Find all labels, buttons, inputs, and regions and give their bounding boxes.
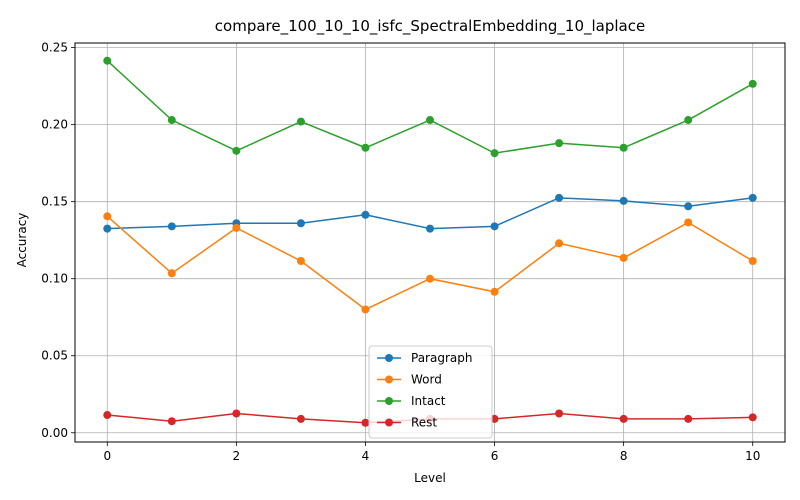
series-word (103, 212, 757, 314)
data-point-intact (167, 116, 176, 125)
series-layer (103, 56, 757, 427)
x-tick-label: 6 (491, 449, 499, 463)
series-intact (103, 56, 757, 158)
data-point-intact (361, 143, 370, 152)
data-point-paragraph (684, 202, 693, 211)
series-line-paragraph (107, 197, 753, 230)
data-point-word (748, 256, 757, 265)
data-point-rest (361, 418, 370, 427)
legend-swatch-marker (385, 397, 393, 405)
x-tick-label: 8 (620, 449, 628, 463)
legend-item-rest: Rest (377, 416, 437, 430)
y-tick-label: 0.05 (41, 349, 68, 363)
series-paragraph (103, 193, 757, 233)
data-point-word (426, 274, 434, 283)
x-tick-label: 0 (103, 449, 111, 463)
data-point-intact (426, 116, 434, 125)
y-tick-label: 0.15 (41, 195, 68, 209)
data-point-paragraph (361, 210, 370, 219)
data-point-rest (619, 414, 628, 423)
data-point-word (490, 287, 499, 296)
data-point-word (684, 218, 693, 227)
data-point-paragraph (296, 219, 305, 228)
data-point-intact (619, 143, 628, 152)
data-point-intact (555, 139, 564, 148)
data-point-word (361, 305, 370, 314)
data-point-rest (103, 411, 112, 420)
data-point-paragraph (103, 224, 112, 233)
plot-frame (74, 42, 786, 443)
data-point-rest (232, 409, 241, 418)
data-point-paragraph (619, 196, 628, 205)
data-point-word (296, 256, 305, 265)
data-point-intact (748, 79, 757, 88)
x-tick-label: 10 (745, 449, 760, 463)
x-tick-label: 4 (362, 449, 370, 463)
data-point-paragraph (167, 222, 176, 231)
data-point-rest (748, 413, 757, 422)
data-point-rest (296, 414, 305, 423)
data-point-rest (167, 417, 176, 426)
data-point-paragraph (490, 222, 499, 231)
legend-label: Word (411, 373, 442, 387)
y-tick-label: 0.25 (41, 41, 68, 55)
y-tick-label: 0.00 (41, 426, 68, 440)
legend-swatch-marker (385, 418, 393, 427)
data-point-paragraph (426, 224, 434, 233)
legend-box (368, 345, 493, 439)
legend: Paragraph Word Intact Rest (368, 345, 493, 439)
data-point-intact (490, 149, 499, 158)
y-tick-label: 0.10 (41, 272, 68, 286)
data-point-intact (684, 116, 693, 125)
y-tick-label: 0.20 (41, 118, 68, 132)
data-point-word (103, 212, 112, 221)
series-line-intact (106, 60, 754, 154)
legend-label: Paragraph (411, 351, 472, 365)
data-point-word (555, 239, 564, 248)
data-point-rest (555, 409, 564, 418)
data-point-rest (490, 414, 499, 423)
legend-item-intact: Intact (377, 394, 446, 408)
legend-swatch-marker (385, 354, 393, 362)
x-axis: 0 2 4 6 8 10 (103, 442, 760, 463)
data-point-paragraph (748, 193, 757, 202)
data-point-intact (232, 146, 241, 155)
legend-swatch-marker (385, 375, 393, 384)
legend-item-paragraph: Paragraph (377, 351, 472, 365)
y-axis: 0.00 0.05 0.10 0.15 0.20 0.25 (41, 41, 75, 440)
chart-title: compare_100_10_10_isfc_SpectralEmbedding… (215, 17, 645, 36)
legend-label: Intact (411, 394, 446, 408)
data-point-paragraph (555, 193, 564, 202)
legend-label: Rest (411, 416, 437, 430)
data-point-intact (296, 117, 305, 126)
x-tick-label: 2 (233, 449, 241, 463)
x-axis-title: Level (414, 471, 446, 485)
data-point-intact (103, 56, 112, 65)
y-axis-title: Accuracy (15, 213, 29, 268)
data-point-word (619, 253, 628, 262)
data-point-word (232, 223, 241, 232)
legend-item-word: Word (377, 373, 442, 387)
data-point-word (167, 269, 176, 278)
data-point-rest (684, 414, 693, 423)
